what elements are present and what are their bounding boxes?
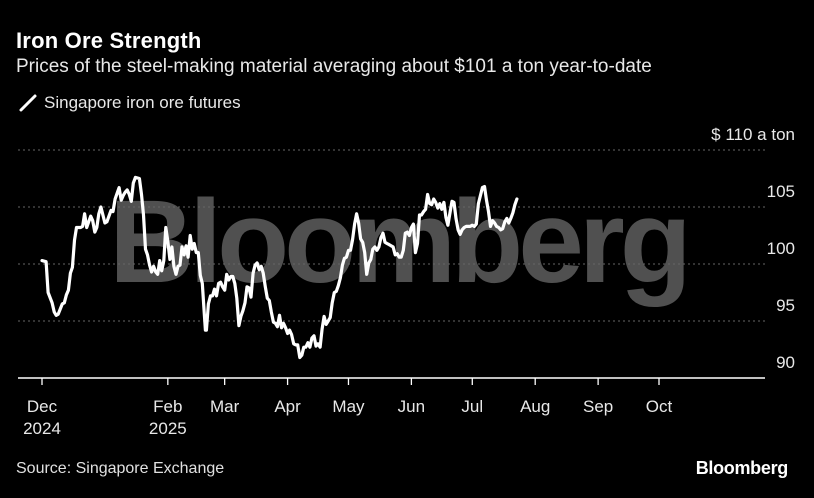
chart-subtitle: Prices of the steel-making material aver… [16, 56, 652, 77]
legend-line-swatch-icon [19, 94, 37, 112]
x-tick-label-mar: Mar [210, 397, 240, 416]
series-line-iron-ore-futures [40, 175, 519, 360]
chart-title: Iron Ore Strength [16, 28, 202, 53]
y-tick-label-100: 100 [767, 239, 795, 258]
legend: Singapore iron ore futures [18, 93, 241, 113]
legend-label: Singapore iron ore futures [44, 93, 241, 112]
x-tick-label-sep: Sep [583, 397, 613, 416]
x-tick-label-oct: Oct [646, 397, 673, 416]
bloomberg-logo: Bloomberg [695, 458, 789, 478]
x-tick-label-apr: Apr [274, 397, 301, 416]
source-note: Source: Singapore Exchange [16, 460, 225, 477]
y-tick-label-90: 90 [776, 353, 795, 372]
series-group [40, 175, 519, 360]
x-tick-label-jun: Jun [398, 397, 425, 416]
x-tick-year-2025: 2025 [149, 419, 187, 438]
x-tick-label-dec: Dec [27, 397, 58, 416]
bloomberg-watermark: Bloomberg [109, 176, 687, 308]
y-axis: $ 110 a ton 105 100 95 90 [711, 125, 795, 372]
x-tick-year-2024: 2024 [23, 419, 61, 438]
x-tick-label-feb: Feb [153, 397, 182, 416]
y-tick-label-95: 95 [776, 296, 795, 315]
y-tick-label-110: $ 110 a ton [711, 125, 795, 144]
x-tick-label-may: May [332, 397, 365, 416]
x-tick-label-jul: Jul [461, 397, 483, 416]
x-axis: Dec 2024 Feb 2025 Mar Apr May Jun Jul Aug Sep Oct [18, 377, 765, 438]
y-tick-label-105: 105 [767, 182, 795, 201]
x-tick-label-aug: Aug [520, 397, 550, 416]
